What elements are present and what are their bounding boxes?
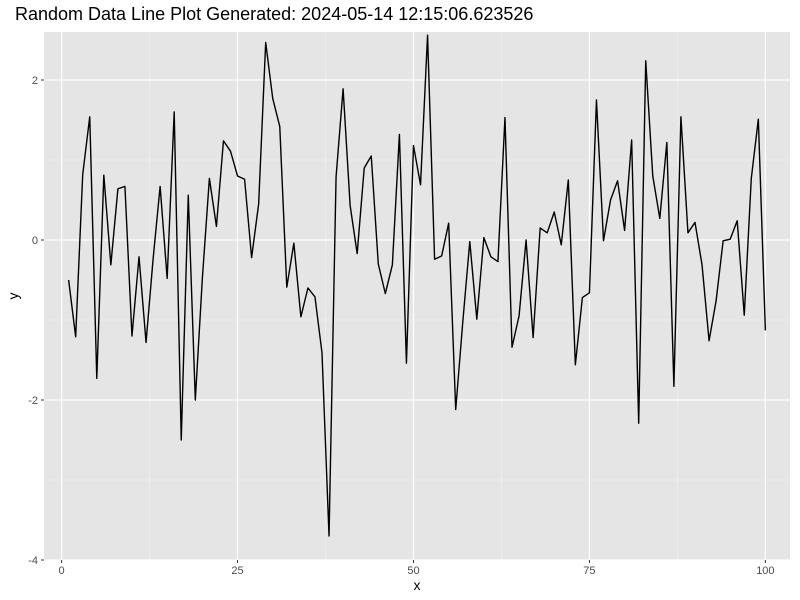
x-tick-label: 0 [59,565,65,577]
x-tick-label: 25 [231,565,243,577]
x-tick-label: 50 [407,565,419,577]
y-tick-label: 2 [32,75,38,87]
tick-labels: 0 25 50 75 100 -4 -2 0 2 [28,75,774,577]
plot-panel [44,32,790,560]
axis-ticks [41,79,766,563]
y-axis-title: y [5,293,21,300]
x-tick-label: 75 [583,565,595,577]
y-tick-label: -4 [28,555,38,567]
y-tick-label: -2 [28,395,38,407]
x-tick-label: 100 [756,565,774,577]
chart-title: Random Data Line Plot Generated: 2024-05… [15,4,534,24]
series-line [67,34,767,537]
x-axis-title: x [414,577,421,593]
major-gridlines [44,32,790,561]
series-layer [67,34,767,537]
y-tick-label: 0 [32,235,38,247]
